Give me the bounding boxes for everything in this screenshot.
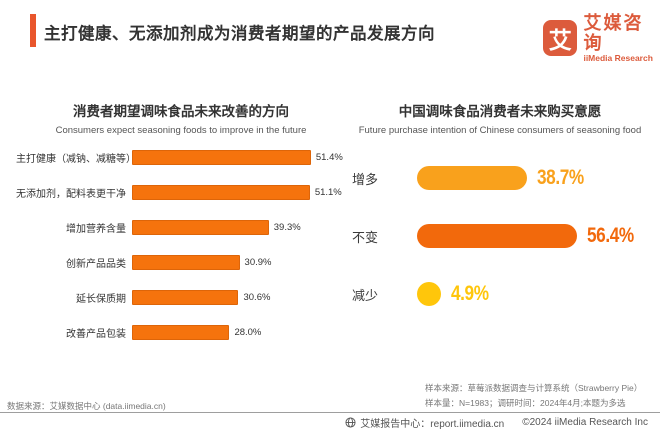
- pill-row: 不变 56.4%: [352, 224, 648, 248]
- logo-name-cn: 艾媒咨询: [583, 13, 644, 53]
- bar-value-label: 30.6%: [243, 292, 271, 303]
- bar-row: 无添加剂，配料表更干净 51.1%: [16, 185, 346, 200]
- footer-divider: [0, 412, 660, 413]
- title-accent-bar: [30, 14, 36, 47]
- data-source-note: 数据来源：艾媒数据中心 (data.iimedia.cn): [7, 401, 166, 411]
- footer-report-link: 艾媒报告中心：report.iimedia.cn: [360, 419, 505, 429]
- page-title: 主打健康、无添加剂成为消费者期望的产品发展方向: [44, 25, 435, 43]
- bar-row: 增加营养含量 39.3%: [16, 220, 346, 235]
- bar: [132, 255, 240, 270]
- sample-source-note: 样本来源：草莓派数据调查与计算系统（Strawberry Pie）: [425, 383, 643, 393]
- bar-row: 延长保质期 30.6%: [16, 290, 346, 305]
- bar-value-label: 51.4%: [315, 152, 343, 163]
- bar-category-label: 创新产品品类: [66, 259, 126, 270]
- footer: 艾媒报告中心：report.iimedia.cn ©2024 iiMedia R…: [345, 415, 648, 429]
- logo-name-en: iiMedia Research: [583, 53, 653, 63]
- iimedia-logo: 艾 艾媒咨询 iiMedia Research: [543, 13, 660, 63]
- bar-value-label: 28.0%: [234, 327, 262, 338]
- bar-category-label: 延长保质期: [76, 294, 126, 305]
- pill-value-label: 56.4%: [587, 224, 634, 247]
- pill-row: 增多 38.7%: [352, 166, 648, 190]
- bar-row: 创新产品品类 30.9%: [16, 255, 346, 270]
- bar-category-label: 增加营养含量: [66, 224, 126, 235]
- footer-copyright: ©2024 iiMedia Research Inc: [522, 417, 648, 428]
- purchase-intention-chart: 中国调味食品消费者未来购买意愿 Future purchase intentio…: [352, 100, 648, 340]
- bar-value-label: 30.9%: [244, 257, 272, 268]
- pill-value-label: 38.7%: [536, 166, 584, 189]
- pill-row: 减少 4.9%: [352, 282, 648, 306]
- bar-value-label: 39.3%: [273, 222, 301, 233]
- globe-icon: [345, 417, 356, 428]
- bar-list: 主打健康（减钠、减糖等） 51.4% 无添加剂，配料表更干净 51.1% 增加营养含量 3…: [16, 150, 346, 340]
- pill-bar: [417, 166, 527, 190]
- bar-row: 改善产品包装 28.0%: [16, 325, 346, 340]
- right-chart-subtitle: Future purchase intention of Chinese con…: [358, 125, 642, 136]
- pill-bar: [417, 224, 578, 248]
- improvement-directions-chart: 消费者期望调味食品未来改善的方向 Consumers expect season…: [16, 100, 346, 360]
- bar: [132, 220, 269, 235]
- bar: [132, 150, 311, 165]
- logo-text: 艾媒咨询 iiMedia Research: [583, 13, 660, 63]
- bar-value-label: 51.1%: [314, 187, 342, 198]
- bar-category-label: 主打健康（减钠、减糖等）: [16, 154, 136, 165]
- pill-category-label: 增多: [352, 171, 379, 187]
- left-chart-subtitle: Consumers expect seasoning foods to impr…: [55, 125, 307, 136]
- iimedia-logo-icon: 艾: [543, 20, 578, 56]
- bar-row: 主打健康（减钠、减糖等） 51.4%: [16, 150, 346, 165]
- bar: [132, 290, 239, 305]
- right-chart-title: 中国调味食品消费者未来购买意愿: [398, 104, 602, 119]
- left-chart-title: 消费者期望调味食品未来改善的方向: [73, 104, 289, 119]
- pill-category-label: 不变: [352, 229, 379, 245]
- bar: [132, 185, 310, 200]
- bar-category-label: 无添加剂，配料表更干净: [16, 189, 126, 200]
- pill-bar: [417, 282, 441, 306]
- sample-info-note: 样本量：N=1983；调研时间：2024年4月;本题为多选: [425, 398, 626, 408]
- pill-category-label: 减少: [352, 287, 379, 303]
- bar-category-label: 改善产品包装: [66, 329, 126, 340]
- pill-value-label: 4.9%: [451, 282, 489, 305]
- bar: [132, 325, 230, 340]
- pill-list: 增多 38.7% 不变 56.4% 减少 4.9%: [352, 166, 648, 306]
